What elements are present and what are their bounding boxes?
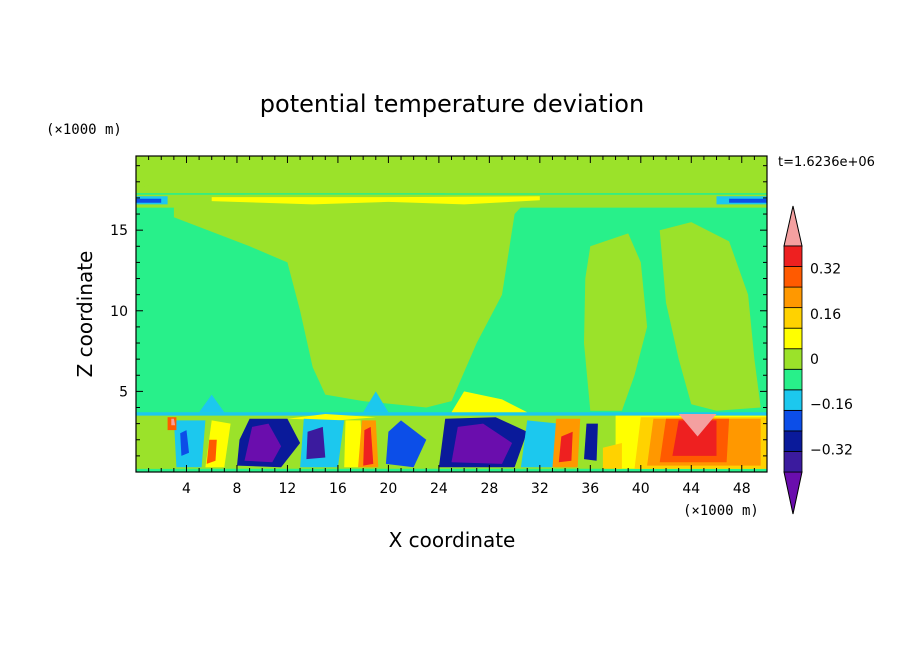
colorbar-label: 0.32 [810,262,841,278]
x-tick-label: 16 [329,481,347,497]
colorbar-bin [783,409,803,432]
contour-region-16 [363,391,389,413]
colorbar-bin [783,327,803,350]
contour-region-19 [136,418,174,469]
x-unit-label: (×1000 m) [683,503,759,519]
contour-region-3 [136,156,155,189]
y-tick-label: 10 [110,304,128,320]
x-axis-label: X coordinate [389,528,516,552]
contour-region-46 [602,443,622,469]
contour-region-13 [729,198,767,203]
x-tick-label: 8 [232,481,241,497]
colorbar-label: −0.16 [810,397,853,413]
contour-region-44 [672,420,717,456]
y-tick-label: 5 [119,384,128,400]
contour-region-30 [344,420,364,468]
contour-region-15 [199,394,225,413]
contour-region-5 [584,233,648,411]
colorbar-max-extend [783,205,803,247]
contour-region-27 [244,423,282,463]
x-tick-label: 20 [379,481,397,497]
x-tick-label: 40 [632,481,650,497]
x-tick-label: 12 [279,481,297,497]
colorbar-bin [783,286,803,309]
contour-region-29 [306,426,326,460]
y-ticks: 5 10 15 [110,165,767,457]
contour-region-23 [171,418,176,426]
x-tick-label: 44 [682,481,700,497]
x-tick-label: 32 [531,481,549,497]
contour-region-2 [173,194,530,408]
contour-region-39 [584,423,598,461]
x-ticks: 4 8 12 16 20 24 28 32 36 40 44 48 [148,156,755,497]
colorbar-bin [783,266,803,288]
time-label: t=1.6236e+06 [778,155,875,170]
colorbar-bin [783,307,803,329]
contour-region-12 [136,198,162,203]
x-tick-label: 24 [430,481,448,497]
x-tick-label: 4 [182,481,191,497]
colorbar-label: 0 [810,352,819,368]
contour-region-33 [385,420,427,468]
x-tick-label: 28 [480,481,498,497]
contour-region-25 [206,439,217,464]
contour-region-45 [678,414,717,437]
colorbar-bin [783,451,803,473]
contour-region-35 [451,423,513,464]
colorbar-bin [783,368,803,391]
contour-region-17 [451,391,528,413]
colorbar-label: −0.32 [810,442,853,458]
colorbar-bin [783,430,803,452]
contour-fields [136,156,767,472]
contour-region-6 [659,222,761,411]
contour-region-9 [211,196,540,205]
colorbar-label: 0.16 [810,307,841,323]
x-tick-label: 36 [581,481,599,497]
colorbar: 0.32 0.16 0 −0.16 −0.32 [783,205,853,515]
contour-region-38 [558,431,573,463]
y-tick-label: 15 [110,223,128,239]
contour-region-4 [445,156,553,194]
chart-title: potential temperature deviation [260,90,644,118]
contour-region-21 [180,430,189,456]
x-tick-label: 48 [733,481,751,497]
colorbar-bin [783,389,803,411]
colorbar-min-extend [783,471,803,515]
contour-region-14 [136,412,767,416]
contour-region-18 [287,414,376,421]
contour-region-32 [363,426,374,466]
contour-region-20 [173,420,206,468]
contour-region-36 [520,420,559,468]
colorbar-bin [783,245,803,267]
colorbar-bin [783,348,803,370]
y-axis-label: Z coordinate [73,251,97,378]
y-unit-label: (×1000 m) [46,122,122,138]
